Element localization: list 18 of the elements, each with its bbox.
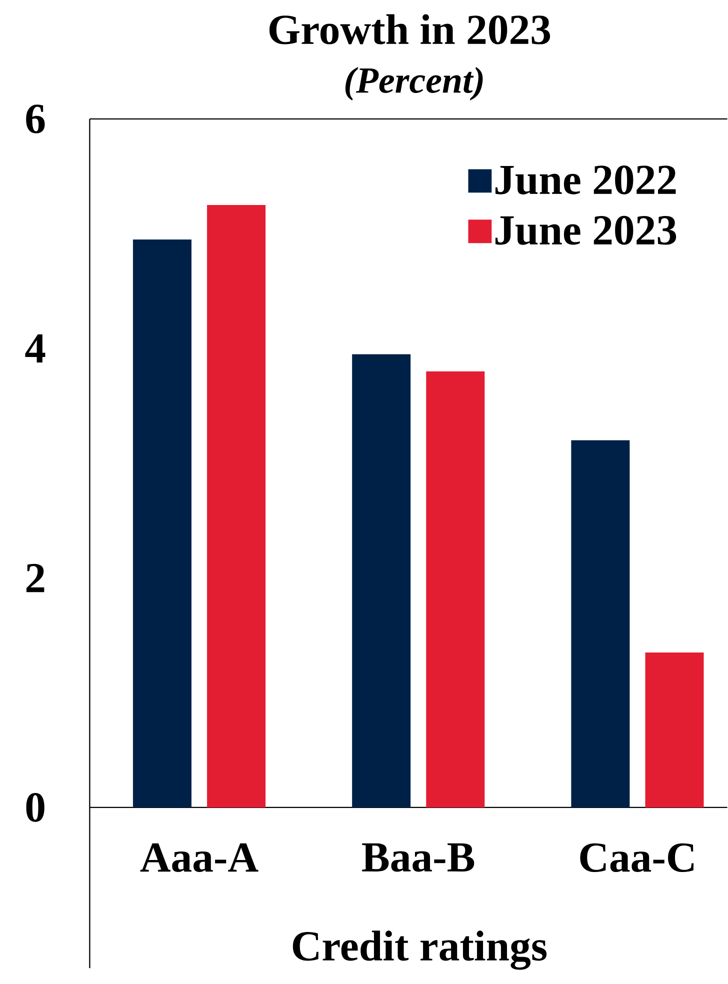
y-tick-label: 6 [26,104,45,134]
bar [571,440,630,808]
x-axis-title: Credit ratings [292,930,547,970]
chart-subtitle: (Percent) [346,67,483,100]
y-tick-label: 2 [26,564,44,592]
chart-title: Growth in 2023 [270,14,550,44]
y-tick-label: 4 [25,334,46,363]
legend-label: June 2022 [496,166,676,194]
x-tick-label: Baa-B [362,843,474,872]
legend-label: June 2023 [496,216,676,245]
bar [133,239,192,808]
y-tick-label: 0 [26,793,44,822]
bar [352,354,411,808]
x-tick-label: Aaa-A [140,843,258,872]
bar [207,205,266,808]
bar [645,652,704,808]
bar [426,371,485,808]
x-tick-label: Caa-C [580,843,694,872]
